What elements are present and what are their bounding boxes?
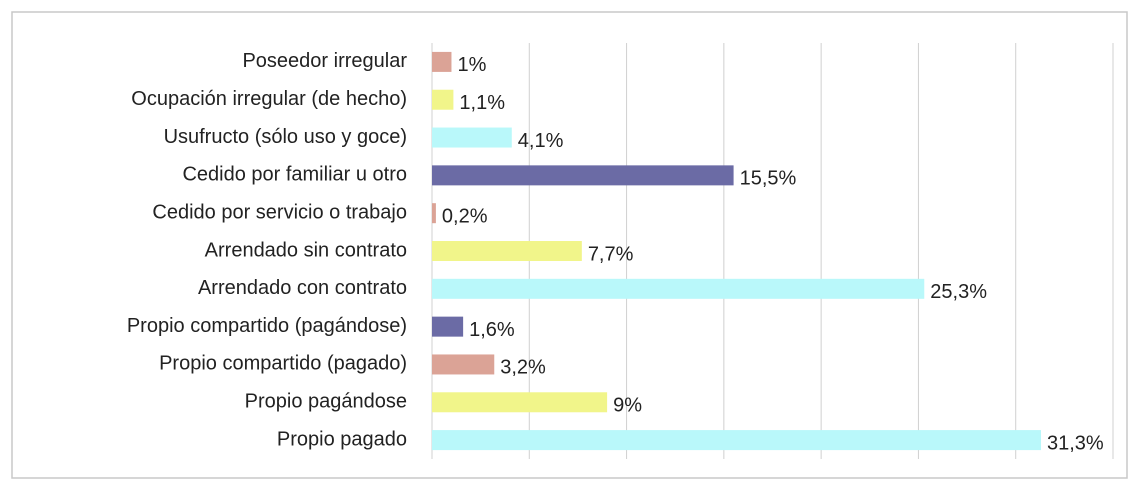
- value-label: 25,3%: [930, 281, 987, 303]
- bar: [432, 51, 452, 72]
- category-label: Arrendado sin contrato: [205, 239, 407, 261]
- value-label: 31,3%: [1047, 432, 1104, 454]
- value-label: 1%: [457, 54, 486, 76]
- bar: [432, 392, 608, 413]
- category-label: Propio pagándose: [245, 391, 407, 413]
- category-label: Cedido por servicio o trabajo: [152, 201, 407, 223]
- bar: [432, 165, 734, 186]
- category-label: Poseedor irregular: [242, 50, 407, 72]
- value-label: 0,2%: [442, 205, 488, 227]
- value-label: 9%: [613, 395, 642, 417]
- value-label: 1,6%: [469, 319, 515, 341]
- bar: [432, 241, 582, 261]
- bar: [432, 278, 925, 299]
- bar: [432, 203, 436, 224]
- bar: [432, 354, 495, 375]
- category-label: Propio pagado: [277, 428, 407, 450]
- value-label: 4,1%: [518, 130, 564, 152]
- bar: [432, 430, 1042, 451]
- value-label: 3,2%: [500, 357, 546, 379]
- category-label: Arrendado con contrato: [198, 277, 407, 299]
- category-label: Propio compartido (pagado): [159, 353, 407, 375]
- value-label: 1,1%: [459, 92, 505, 114]
- category-label: Cedido por familiar u otro: [182, 164, 407, 186]
- category-label: Ocupación irregular (de hecho): [131, 88, 407, 110]
- bar: [432, 316, 464, 337]
- category-label: Usufructo (sólo uso y goce): [164, 126, 407, 148]
- value-label: 7,7%: [588, 243, 634, 265]
- category-label: Propio compartido (pagándose): [127, 315, 407, 337]
- value-label: 15,5%: [740, 168, 797, 190]
- bar: [432, 89, 454, 110]
- bar: [432, 127, 512, 148]
